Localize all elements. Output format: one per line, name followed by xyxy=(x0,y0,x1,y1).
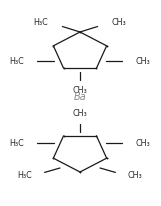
Text: CH₃: CH₃ xyxy=(128,172,143,180)
Text: H₃C: H₃C xyxy=(17,172,32,180)
Text: CH₃: CH₃ xyxy=(136,56,151,66)
Text: Ba: Ba xyxy=(74,92,86,102)
Text: CH₃: CH₃ xyxy=(73,86,87,95)
Text: CH₃: CH₃ xyxy=(112,18,127,27)
Text: CH₃: CH₃ xyxy=(73,109,87,118)
Text: H₃C: H₃C xyxy=(9,138,24,147)
Text: H₃C: H₃C xyxy=(9,56,24,66)
Text: CH₃: CH₃ xyxy=(136,138,151,147)
Text: H₃C: H₃C xyxy=(33,18,48,27)
